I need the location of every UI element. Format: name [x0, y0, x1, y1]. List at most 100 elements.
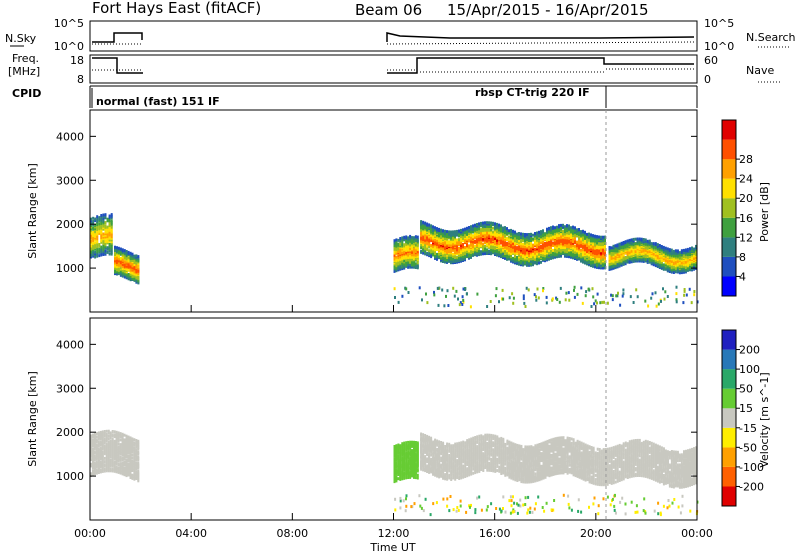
- power-cell: [656, 262, 659, 266]
- power-cell: [450, 230, 452, 234]
- power-cell: [670, 250, 673, 254]
- power-cell: [592, 263, 594, 267]
- power-cell: [399, 237, 402, 240]
- power-cell: [135, 278, 138, 282]
- power-cell: [512, 256, 514, 260]
- velocity-cell: [90, 451, 92, 455]
- power-cell: [123, 255, 126, 259]
- power-cell: [462, 252, 464, 256]
- velocity-cell: [105, 456, 108, 460]
- velocity-cell: [107, 434, 110, 438]
- power-cell: [104, 241, 107, 245]
- velocity-cell: [109, 463, 112, 466]
- velocity-cell: [125, 448, 128, 452]
- power-cell: [110, 232, 113, 236]
- power-cell: [490, 225, 492, 229]
- power-cell: [642, 238, 645, 241]
- velocity-cell: [129, 452, 132, 456]
- power-cell: [640, 237, 643, 241]
- power-cell: [674, 263, 677, 267]
- power-cell: [488, 240, 490, 244]
- velocity-cell: [115, 452, 118, 456]
- power-cell: [544, 251, 546, 255]
- power-cell: [436, 236, 438, 240]
- velocity-cell: [131, 469, 134, 472]
- power-cell: [666, 247, 669, 251]
- power-cell: [596, 248, 598, 252]
- power-cell: [462, 247, 464, 251]
- power-cell: [401, 294, 404, 298]
- power-cell: [98, 222, 101, 226]
- power-cell: [695, 263, 697, 267]
- power-cell: [446, 241, 448, 245]
- power-cell: [129, 253, 132, 257]
- velocity-cell: [99, 437, 102, 441]
- velocity-cell: [90, 473, 92, 477]
- power-cell: [422, 251, 425, 255]
- velocity-cell: [133, 452, 136, 456]
- power-cell: [94, 227, 97, 230]
- power-cell: [401, 256, 404, 259]
- cpid-segment: normal (fast) 151 IF: [96, 95, 220, 108]
- power-cell: [462, 228, 464, 232]
- velocity-cell: [115, 432, 118, 436]
- power-cell: [108, 214, 111, 218]
- power-cell: [108, 252, 111, 256]
- velocity-cell: [121, 437, 124, 441]
- velocity-cell: [103, 464, 106, 468]
- power-cell: [514, 245, 516, 249]
- velocity-cell: [97, 434, 100, 438]
- power-cell: [634, 237, 637, 241]
- power-cell: [626, 239, 629, 243]
- power-cell: [658, 254, 661, 258]
- power-cell: [448, 253, 450, 257]
- velocity-cell: [111, 433, 114, 437]
- velocity-cell: [119, 446, 122, 450]
- velocity-cell: [101, 438, 104, 442]
- power-cell: [94, 253, 97, 257]
- power-ylabel: Slant Range [km]: [26, 163, 39, 259]
- velocity-cell: [422, 468, 425, 472]
- power-cell: [656, 243, 659, 247]
- velocity-cell: [105, 466, 108, 470]
- power-colorbar-frame: [721, 119, 737, 297]
- power-cell: [600, 259, 602, 262]
- power-cell: [401, 259, 404, 263]
- power-cell: [610, 264, 613, 268]
- power-cell: [430, 244, 433, 247]
- power-cell: [108, 228, 111, 232]
- velocity-cell: [93, 458, 96, 462]
- power-cell: [102, 253, 105, 256]
- power-cell: [100, 229, 103, 233]
- power-cell: [612, 252, 615, 256]
- power-cell: [608, 246, 611, 249]
- velocity-cell: [137, 461, 140, 465]
- power-cell: [96, 250, 99, 253]
- power-cell: [570, 233, 572, 237]
- velocity-cell: [129, 468, 132, 472]
- power-cell: [490, 244, 492, 248]
- power-cell: [116, 265, 118, 269]
- velocity-cell: [99, 451, 102, 455]
- power-cell: [518, 232, 520, 235]
- velocity-cell: [133, 438, 136, 442]
- velocity-cell: [420, 436, 423, 440]
- power-cell: [135, 254, 138, 258]
- power-cell: [648, 239, 651, 243]
- power-colorbar-segment: [722, 198, 736, 218]
- power-cell: [494, 251, 496, 255]
- velocity-cell: [97, 469, 100, 473]
- power-cell: [620, 250, 623, 254]
- velocity-cell: [93, 469, 96, 473]
- velocity-cell: [414, 452, 417, 456]
- power-cell: [121, 248, 124, 252]
- power-cell: [446, 232, 448, 236]
- velocity-cell: [105, 452, 108, 455]
- power-cell: [433, 290, 435, 294]
- power-cell: [599, 301, 602, 305]
- velocity-cell: [119, 463, 122, 467]
- velocity-cell: [129, 463, 132, 467]
- velocity-cell: [135, 453, 138, 457]
- velocity-cell: [101, 439, 104, 443]
